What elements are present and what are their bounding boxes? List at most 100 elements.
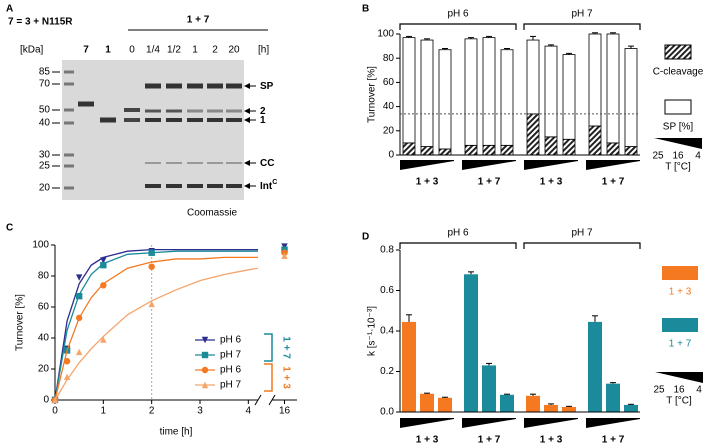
data-point <box>75 348 83 356</box>
error-bar <box>530 35 536 41</box>
group-label: 1 + 7 <box>478 435 501 446</box>
x-tick-label: 3 <box>197 406 203 417</box>
gel-band <box>166 162 182 164</box>
temperature-legend-wedge <box>654 138 702 149</box>
ladder-band <box>64 82 74 86</box>
ladder-band <box>64 186 74 190</box>
error-bar <box>592 32 598 34</box>
error-bar <box>468 271 474 275</box>
y-tick-label: 80 <box>38 271 50 282</box>
y-axis-title: k [s⁻¹·10⁻³] <box>367 306 378 356</box>
bar-segment <box>526 113 540 156</box>
data-point <box>51 396 59 404</box>
error-bar <box>442 396 448 398</box>
lane-label: 20 <box>228 45 240 56</box>
legend-label: pH 6 <box>220 335 242 346</box>
lane-label: 1/4 <box>146 45 160 56</box>
legend-swatch <box>662 266 698 280</box>
band-name: 2 <box>260 106 266 117</box>
gel-band <box>100 117 116 123</box>
temperature-wedge <box>462 160 516 170</box>
bar <box>624 404 638 412</box>
bar-segment <box>402 37 416 144</box>
temperature-wedge <box>462 418 516 428</box>
gel-band <box>145 109 161 113</box>
gel-band <box>145 162 161 164</box>
bar <box>482 365 496 412</box>
unit-label: [h] <box>258 45 269 56</box>
fit-curve <box>54 249 258 401</box>
legend-marker <box>201 366 209 374</box>
y-axis-title: Turnover [%] <box>15 294 26 351</box>
bar-segment <box>500 49 514 146</box>
y-tick-label: 40 <box>38 333 50 344</box>
temperature-tick: 4 <box>695 151 701 162</box>
bar <box>562 406 576 412</box>
condition-label: pH 7 <box>571 9 593 20</box>
gel-band <box>226 162 242 164</box>
gel-band <box>166 109 182 113</box>
x-axis-title: time [h] <box>160 427 193 438</box>
gel-band <box>124 108 140 112</box>
ladder-band <box>64 70 74 74</box>
gel-band <box>226 184 242 188</box>
temperature-label: T [°C] <box>666 396 692 407</box>
gel-band <box>166 184 182 188</box>
group-label: 1 + 3 <box>416 177 439 188</box>
error-bar <box>628 403 634 405</box>
lane-group: 1 + 7 <box>187 15 210 26</box>
marker-label: 20 <box>39 183 51 194</box>
bar-segment <box>606 142 620 156</box>
group-label: 1 + 3 <box>540 177 563 188</box>
data-point <box>100 257 107 264</box>
condition-label: pH 6 <box>447 9 469 20</box>
panel-label: B <box>362 4 369 15</box>
panel-label: D <box>362 232 369 243</box>
y-tick-label: 0.2 <box>380 366 394 377</box>
x-tick-label: 0 <box>52 406 58 417</box>
gel-band <box>207 83 223 89</box>
band-name: 1 <box>260 115 266 126</box>
band-name: CC <box>260 158 274 169</box>
y-tick-label: 40 <box>383 101 395 112</box>
error-bar <box>406 35 412 38</box>
error-bar <box>486 362 492 366</box>
y-tick-label: 100 <box>32 240 49 251</box>
band-label: CC <box>260 158 274 169</box>
legend-marker <box>201 336 209 344</box>
error-bar <box>406 314 412 322</box>
y-tick-label: 0.0 <box>380 407 394 418</box>
x-tick-label: 2 <box>149 406 155 417</box>
lane-label: 1/2 <box>167 45 181 56</box>
x-tick-label: 16 <box>279 406 291 417</box>
bar-segment <box>624 48 638 147</box>
legend-marker <box>201 351 209 359</box>
error-bar <box>530 393 536 396</box>
legend-swatch <box>664 99 692 115</box>
marker-label: 30 <box>39 150 51 161</box>
y-tick-label: 0.8 <box>380 245 394 256</box>
group-label: 1 + 7 <box>602 435 625 446</box>
temperature-legend-wedge <box>655 372 703 383</box>
y-tick-label: 80 <box>383 53 395 64</box>
gel-note: 7 = 3 + N115R <box>8 17 73 28</box>
error-bar <box>628 45 634 49</box>
data-point <box>100 336 107 343</box>
data-point <box>63 373 71 380</box>
marker-label: 50 <box>39 105 51 116</box>
condition-label: pH 7 <box>571 228 593 239</box>
lane-label: 1 <box>105 45 111 56</box>
y-axis-title: Turnover [%] <box>367 66 378 123</box>
band-label: 2 <box>260 106 266 117</box>
bar-segment <box>464 38 478 146</box>
error-bar <box>442 48 448 50</box>
error-bar <box>548 44 554 47</box>
gel-band <box>166 83 182 89</box>
y-tick-label: 20 <box>383 125 395 136</box>
gel-band <box>226 109 242 113</box>
legend-swatch <box>664 44 692 60</box>
y-tick-label: 60 <box>383 77 395 88</box>
fit-curve <box>54 267 259 401</box>
panel-label: C <box>6 223 13 234</box>
